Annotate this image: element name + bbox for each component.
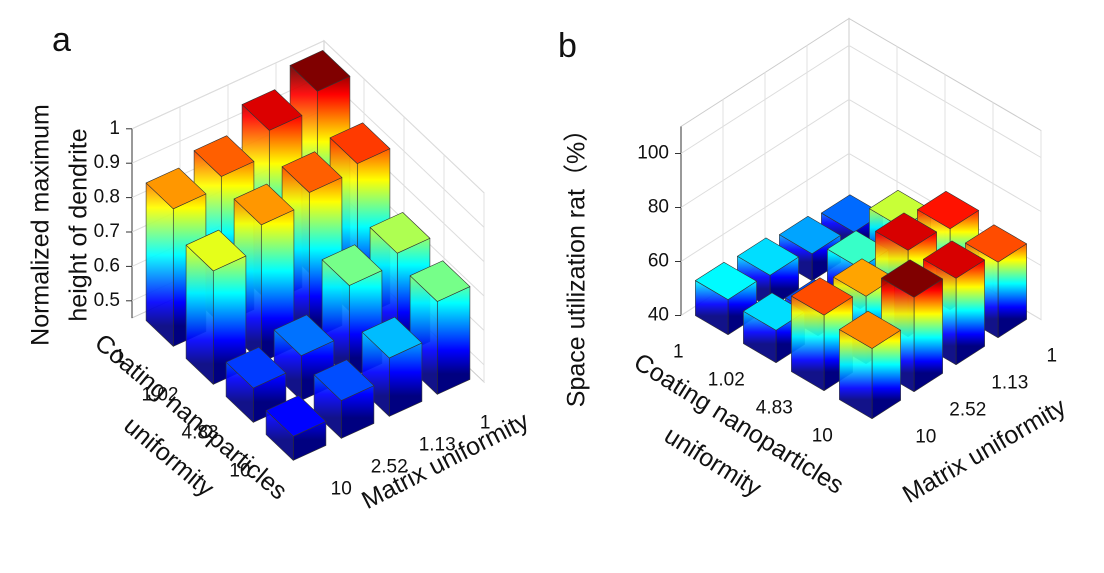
bar-top <box>281 151 343 193</box>
bar-top <box>791 277 853 316</box>
x-tick-label: 10 <box>812 426 833 447</box>
bar-top <box>695 261 757 300</box>
bar-top <box>185 229 247 272</box>
bar-top <box>313 359 375 401</box>
bar-top <box>737 237 799 276</box>
bar <box>313 359 375 439</box>
bar-side <box>145 182 174 347</box>
bar <box>273 314 335 401</box>
panel: 40 60 80 100 1 1.02 4.83 10 1 1.132.52 10 b Space ut… <box>558 17 1071 509</box>
bar-top <box>241 89 303 131</box>
z-tick-label: 60 <box>648 251 669 272</box>
grid-line <box>680 44 1042 158</box>
z-axis-title: Normalized maximum <box>27 104 55 346</box>
z-tick-label: 40 <box>648 305 669 326</box>
y-tick-label: 10 <box>331 479 352 500</box>
bar <box>185 229 247 385</box>
bar-side <box>913 278 943 393</box>
bar-top <box>321 244 383 286</box>
z-tick-label: 100 <box>637 143 669 164</box>
panel-label: a <box>52 21 71 59</box>
x-tick-label: 4.83 <box>756 398 793 419</box>
z-tick-label: 0.6 <box>94 255 120 276</box>
bar-top <box>289 50 351 92</box>
z-tick-label: 0.5 <box>94 290 120 311</box>
x-tick-label: 1 <box>673 342 684 363</box>
x-tick-label: 1.02 <box>142 384 179 405</box>
bar <box>695 261 757 336</box>
bar-side <box>436 286 471 395</box>
bar <box>265 395 327 461</box>
z-axis-title: Space utilization rat（%） <box>563 117 591 407</box>
bar-top <box>917 191 979 229</box>
y-tick-label: 1.13 <box>419 435 456 456</box>
bar <box>839 310 901 420</box>
bar-top <box>361 316 423 359</box>
grid-line <box>131 40 485 194</box>
z-tick-label: 0.9 <box>94 152 120 173</box>
bar-top <box>965 224 1027 263</box>
panel: 0.5 0.6 0.7 0.8 0.9 1 1 1.024.83 10 1 1.13 2.52 10 a N… <box>27 21 534 515</box>
y-tick-label: 1.13 <box>991 373 1028 394</box>
bar-top <box>881 259 943 298</box>
grid-line <box>680 98 1042 212</box>
x-tick-label: 4.83 <box>182 422 219 443</box>
bar-top <box>839 310 901 349</box>
bar-top <box>233 183 295 226</box>
y-tick-label: 1 <box>1047 346 1058 367</box>
bar-top <box>409 260 471 302</box>
bar-top <box>833 258 895 297</box>
y-tick-label: 1 <box>480 413 491 434</box>
bar-top <box>193 135 255 177</box>
bar-top <box>273 314 335 356</box>
z-tick-label: 1 <box>109 118 120 139</box>
x-tick-label: 1 <box>115 346 126 367</box>
panel-label: b <box>558 27 577 65</box>
z-tick-label: 0.7 <box>94 221 120 242</box>
bar-top <box>875 212 937 251</box>
bar-top <box>145 167 207 210</box>
bar-top <box>923 240 985 279</box>
x-tick-label: 1.02 <box>708 370 745 391</box>
y-tick-label: 10 <box>915 427 936 448</box>
bar-top <box>369 212 431 254</box>
y-tick-label: 2.52 <box>371 457 408 478</box>
y-tick-label: 2.52 <box>949 400 986 421</box>
bar-top <box>265 395 327 437</box>
bar-top <box>779 216 841 254</box>
bar-top <box>225 346 287 389</box>
bar <box>361 316 423 417</box>
x-tick-label: 10 <box>229 460 250 481</box>
z-axis-title: height of dendrite <box>65 128 93 321</box>
z-tick-label: 80 <box>648 197 669 218</box>
bar-top <box>329 122 391 164</box>
z-tick-label: 0.8 <box>94 187 120 208</box>
